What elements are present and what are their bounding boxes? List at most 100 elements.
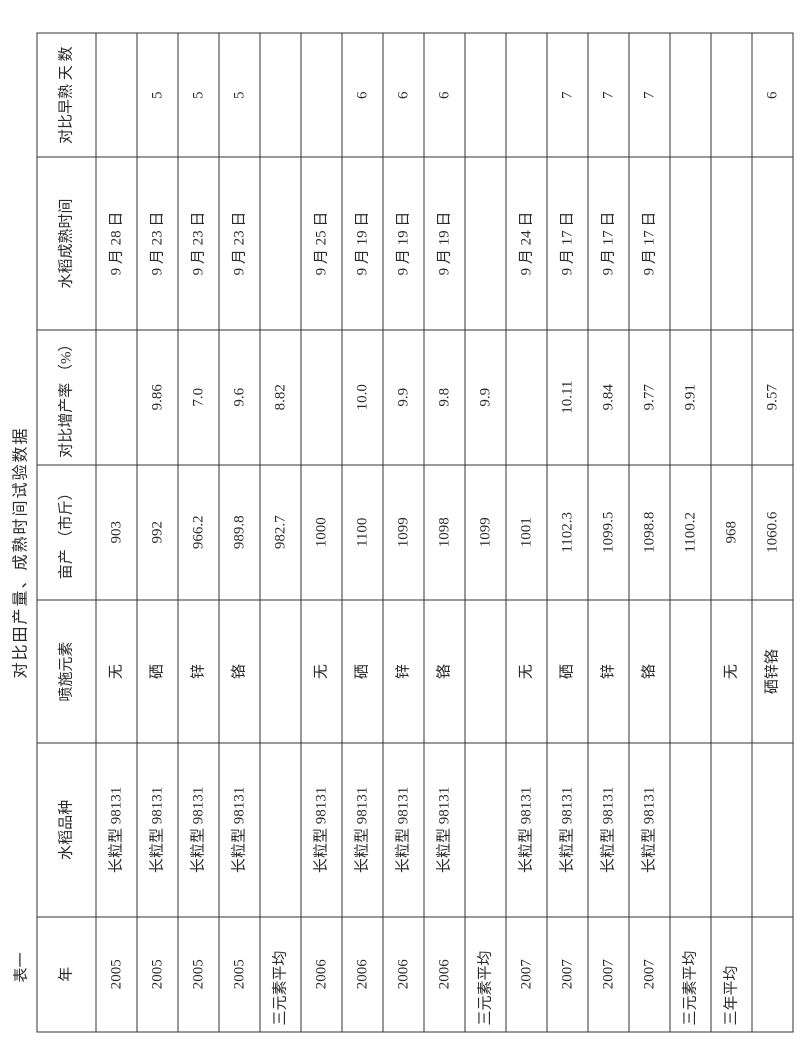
table-cell: 9.9 <box>465 329 506 464</box>
table-cell <box>260 743 301 916</box>
table-cell: 6 <box>752 33 793 157</box>
table-cell: 无 <box>96 599 137 743</box>
table-cell: 无 <box>301 599 342 743</box>
table-cell: 硒 <box>342 599 383 743</box>
table-row: 2006长粒型 98131硒110010.09 月 19 日6 <box>342 33 383 1032</box>
table-cell: 9.84 <box>588 329 629 464</box>
table-cell: 2006 <box>342 916 383 1031</box>
table-cell: 9.86 <box>137 329 178 464</box>
table-cell <box>96 33 137 157</box>
table-cell: 锌 <box>588 599 629 743</box>
table-row: 2006长粒型 98131无1000 9 月 25 日 <box>301 33 342 1032</box>
table-cell: 992 <box>137 464 178 599</box>
table-cell: 9.91 <box>670 329 711 464</box>
table-cell: 9.8 <box>424 329 465 464</box>
table-cell <box>96 329 137 464</box>
table-cell: 铬 <box>424 599 465 743</box>
table-cell: 6 <box>424 33 465 157</box>
table-cell: 2006 <box>424 916 465 1031</box>
col-variety: 水稻品种 <box>37 743 96 916</box>
table-row: 2007长粒型 98131无10019 月 24 日 <box>506 33 547 1032</box>
col-maturity: 水稻成熟时间 <box>37 157 96 329</box>
table-cell: 2005 <box>137 916 178 1031</box>
table-cell: 三年平均 <box>711 916 752 1031</box>
table-cell: 无 <box>711 599 752 743</box>
table-cell: 9.6 <box>219 329 260 464</box>
table-cell: 1102.3 <box>547 464 588 599</box>
table-cell: 长粒型 98131 <box>506 743 547 916</box>
table-cell: 铬 <box>629 599 670 743</box>
table-cell: 9 月 23 日 <box>219 157 260 329</box>
table-cell: 9 月 19 日 <box>424 157 465 329</box>
table-cell: 9 月 17 日 <box>547 157 588 329</box>
table-cell: 2006 <box>301 916 342 1031</box>
table-row: 2005长粒型 98131无9039 月 28 日 <box>96 33 137 1032</box>
table-row: 2007长粒型 98131铬1098.89.779 月 17 日7 <box>629 33 670 1032</box>
table-cell: 9 月 19 日 <box>383 157 424 329</box>
table-row: 硒锌铬1060.69.576 <box>752 33 793 1032</box>
table-row: 2007长粒型 98131硒1102.310.119 月 17 日7 <box>547 33 588 1032</box>
table-cell: 硒 <box>137 599 178 743</box>
table-cell: 6 <box>342 33 383 157</box>
table-row: 2005长粒型 98131硒9929.869 月 23 日5 <box>137 33 178 1032</box>
table-cell: 9 月 24 日 <box>506 157 547 329</box>
table-cell: 长粒型 98131 <box>301 743 342 916</box>
table-cell: 铬 <box>219 599 260 743</box>
table-cell <box>465 743 506 916</box>
table-cell <box>260 599 301 743</box>
table-cell: 9 月 25 日 <box>301 157 342 329</box>
table-row: 2006长粒型 98131铬10989.89 月 19 日6 <box>424 33 465 1032</box>
col-rate: 对比增产率 （%） <box>37 329 96 464</box>
table-cell: 982.7 <box>260 464 301 599</box>
table-cell: 硒锌铬 <box>752 599 793 743</box>
table-row: 三元素平均982.78.82 <box>260 33 301 1032</box>
table-cell: 长粒型 98131 <box>137 743 178 916</box>
table-cell: 1100.2 <box>670 464 711 599</box>
table-title: 对比田产量、成熟时间试验数据 <box>7 32 31 952</box>
table-cell: 硒 <box>547 599 588 743</box>
table-cell: 966.2 <box>178 464 219 599</box>
table-cell: 989.8 <box>219 464 260 599</box>
table-cell <box>752 916 793 1031</box>
table-cell: 锌 <box>178 599 219 743</box>
table-cell: 1100 <box>342 464 383 599</box>
table-cell: 锌 <box>383 599 424 743</box>
table-caption-row: 表一 对比田产量、成熟时间试验数据 <box>7 32 31 1032</box>
table-cell: 长粒型 98131 <box>383 743 424 916</box>
table-cell <box>260 33 301 157</box>
table-cell <box>301 329 342 464</box>
table-cell <box>711 743 752 916</box>
table-cell: 1099 <box>465 464 506 599</box>
table-cell <box>465 599 506 743</box>
table-cell: 2006 <box>383 916 424 1031</box>
table-cell: 长粒型 98131 <box>424 743 465 916</box>
col-year: 年 <box>37 916 96 1031</box>
table-cell: 7 <box>547 33 588 157</box>
table-cell <box>465 157 506 329</box>
table-cell: 1001 <box>506 464 547 599</box>
table-row: 三年平均 无968 <box>711 33 752 1032</box>
table-cell: 8.82 <box>260 329 301 464</box>
table-cell <box>670 743 711 916</box>
table-cell: 968 <box>711 464 752 599</box>
table-cell <box>506 329 547 464</box>
table-cell <box>670 599 711 743</box>
table-cell: 9 月 17 日 <box>588 157 629 329</box>
table-cell: 长粒型 98131 <box>629 743 670 916</box>
table-cell: 2005 <box>178 916 219 1031</box>
table-cell: 5 <box>219 33 260 157</box>
table-cell <box>711 33 752 157</box>
table-cell: 9.9 <box>383 329 424 464</box>
table-cell: 长粒型 98131 <box>547 743 588 916</box>
table-cell: 7 <box>629 33 670 157</box>
data-table: 年 水稻品种 喷施元素 亩产 （市斤） 对比增产率 （%） 水稻成熟时间 对比早… <box>37 32 794 1032</box>
table-cell: 903 <box>96 464 137 599</box>
table-cell: 1000 <box>301 464 342 599</box>
table-header-row: 年 水稻品种 喷施元素 亩产 （市斤） 对比增产率 （%） 水稻成熟时间 对比早… <box>37 33 96 1032</box>
table-cell: 长粒型 98131 <box>588 743 629 916</box>
table-cell <box>711 157 752 329</box>
table-cell: 9 月 19 日 <box>342 157 383 329</box>
table-cell: 长粒型 98131 <box>96 743 137 916</box>
col-element: 喷施元素 <box>37 599 96 743</box>
table-cell <box>465 33 506 157</box>
